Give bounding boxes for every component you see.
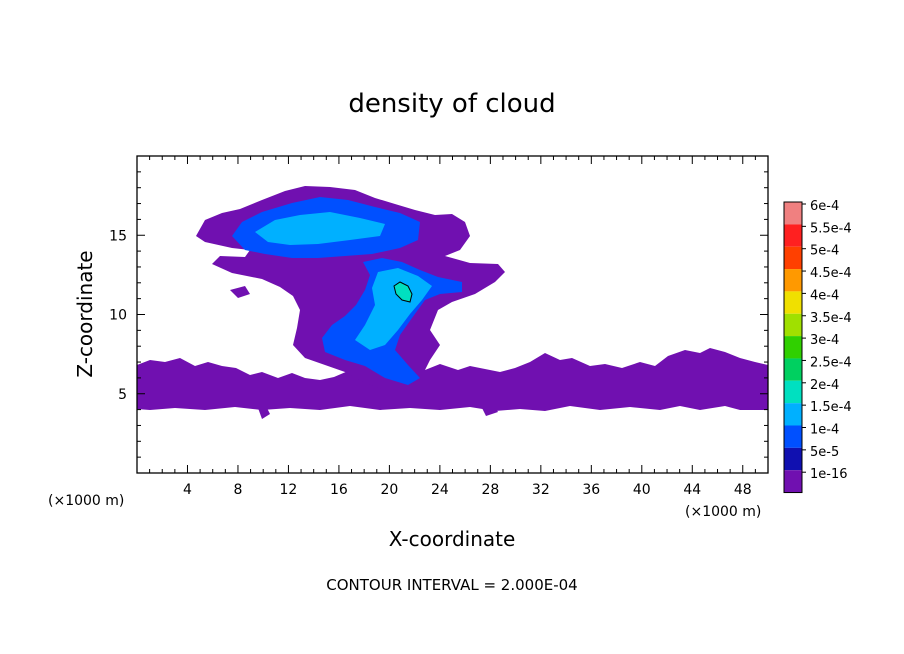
lower-cloud-layer: [137, 348, 768, 411]
y-axis-label: Z-coordinate: [73, 250, 97, 377]
colorbar-swatch: [784, 269, 802, 292]
x-tick-label: 4: [183, 482, 192, 498]
colorbar-swatch: [784, 246, 802, 270]
colorbar-label: 5.5e-4: [810, 221, 852, 236]
x-tick-label: 8: [233, 482, 242, 498]
colorbar-swatch: [784, 313, 802, 337]
colorbar-label: 6e-4: [810, 199, 839, 214]
colorbar-swatch: [784, 470, 802, 493]
colorbar-label: 5e-5: [810, 445, 839, 460]
y-tick-label: 5: [118, 387, 127, 403]
colorbar-label: 4e-4: [810, 288, 839, 303]
x-tick-label: 12: [280, 482, 298, 498]
colorbar-label: 3.5e-4: [810, 311, 852, 326]
anvil-fleck: [230, 286, 250, 298]
lower-cloud-fleck: [258, 406, 270, 419]
lower-cloud-fleck: [480, 402, 498, 416]
colorbar-swatch: [784, 202, 802, 225]
plot-frame: [136, 155, 769, 474]
colorbar-label: 3e-4: [810, 333, 839, 348]
colorbar-swatch: [784, 336, 802, 359]
colorbar-label: 1.5e-4: [810, 400, 852, 415]
x-tick-label: 44: [683, 482, 701, 498]
colorbar-label: 5e-4: [810, 244, 839, 259]
colorbar-label: 1e-4: [810, 423, 839, 438]
contour-interval-note: CONTOUR INTERVAL = 2.000E-04: [326, 576, 577, 594]
colorbar-label: 1e-16: [810, 467, 848, 482]
colorbar-frame: [783, 201, 803, 494]
plot-area: [137, 186, 768, 419]
x-tick-label: 28: [481, 482, 499, 498]
x-axis-label: X-coordinate: [389, 527, 516, 551]
x-tick-label: 20: [380, 482, 398, 498]
colorbar-label: 2e-4: [810, 378, 839, 393]
x-unit-label-left: (×1000 m): [48, 493, 124, 509]
colorbar-swatch: [784, 380, 802, 404]
chart-title: density of cloud: [348, 89, 555, 119]
x-tick-label: 48: [734, 482, 752, 498]
colorbar-swatch: [784, 224, 802, 247]
x-tick-label: 16: [330, 482, 348, 498]
colorbar: 6e-4 5.5e-4 5e-4 4.5e-4 4e-4 3.5e-4 3e-4 2.5e-4…: [783, 199, 852, 494]
colorbar-swatch: [784, 291, 802, 314]
x-tick-label: 36: [582, 482, 600, 498]
x-tick-label: 40: [633, 482, 651, 498]
colorbar-swatch: [784, 447, 802, 471]
colorbar-swatch: [784, 403, 802, 426]
colorbar-swatch: [784, 425, 802, 448]
x-tick-label: 24: [431, 482, 449, 498]
updraft-highlight: [355, 268, 432, 350]
anvil-highlight: [255, 212, 385, 245]
updraft-core: [393, 281, 413, 303]
x-unit-label-right: (×1000 m): [685, 504, 761, 520]
y-tick-label: 10: [109, 308, 127, 324]
colorbar-label: 2.5e-4: [810, 355, 852, 370]
x-tick-label: 32: [532, 482, 550, 498]
y-tick-label: 15: [109, 228, 127, 244]
colorbar-label: 4.5e-4: [810, 266, 852, 281]
colorbar-swatch: [784, 358, 802, 381]
